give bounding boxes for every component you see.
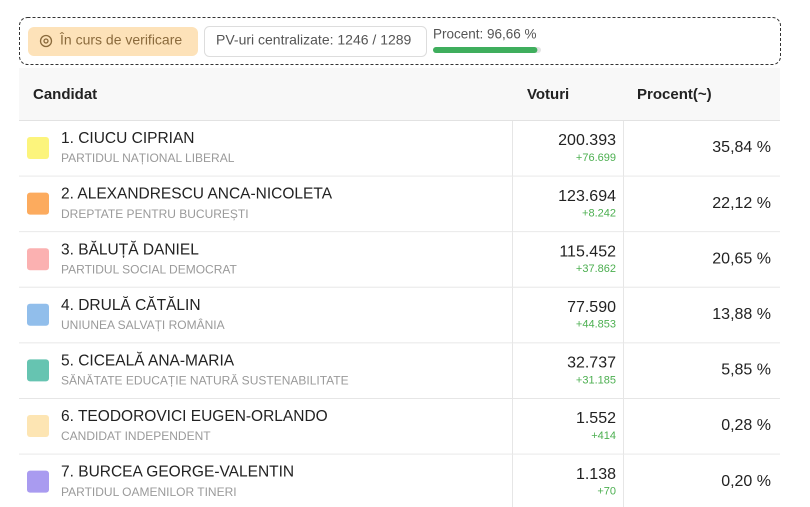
party-name: UNIUNEA SALVAȚI ROMÂNIA (61, 317, 225, 332)
header-cell: Voturi (527, 86, 569, 103)
table-row (19, 454, 780, 507)
table-row (19, 343, 780, 399)
color-swatch (27, 470, 49, 493)
color-swatch (27, 137, 49, 159)
party-name: PARTIDUL SOCIAL DEMOCRAT (61, 262, 237, 276)
percent: 13,88 % (712, 306, 771, 323)
candidate-name: 7. BURCEA GEORGE-VALENTIN (61, 464, 294, 481)
party-name: SĂNĂTATE EDUCAȚIE NATURĂ SUSTENABILITATE (61, 373, 349, 388)
percent: 22,12 % (712, 195, 771, 212)
candidate-name: 5. CICEALĂ ANA-MARIA (61, 352, 235, 369)
pv-text: PV-uri centralizate: 1246 / 1289 (216, 32, 412, 48)
status-box (19, 17, 781, 65)
percent: 20,65 % (712, 250, 771, 267)
color-swatch (27, 359, 49, 382)
header-cell: Procent(~) (637, 86, 712, 103)
votes-delta: +31.185 (576, 374, 616, 386)
table-row (19, 176, 780, 233)
party-name: DREPTATE PENTRU BUCUREȘTI (61, 207, 249, 221)
percent: 5,85 % (721, 362, 771, 379)
votes: 1.552 (576, 410, 616, 427)
votes: 123.694 (558, 188, 616, 205)
votes: 115.452 (559, 243, 616, 260)
procent-text: Procent: 96,66 % (433, 27, 537, 42)
candidate-name: 1. CIUCU CIPRIAN (61, 130, 195, 147)
table-body: 1. CIUCU CIPRIAN PARTIDUL NAȚIONAL LIBERA… (19, 121, 780, 507)
table-row (19, 232, 780, 288)
status-badge-text: În curs de verificare (59, 32, 182, 48)
color-swatch (27, 303, 49, 326)
votes-delta: +8.242 (582, 208, 616, 220)
percent: 0,20 % (721, 473, 771, 490)
votes-delta: +414 (591, 430, 616, 442)
percent: 35,84 % (712, 139, 771, 156)
gear-icon (39, 34, 53, 48)
votes: 77.590 (567, 299, 616, 316)
color-swatch (27, 415, 49, 437)
header-cell: Candidat (33, 86, 97, 103)
table-row (19, 287, 780, 344)
color-swatch (27, 192, 49, 215)
votes-delta: +37.862 (576, 263, 616, 275)
party-name: CANDIDAT INDEPENDENT (61, 429, 211, 443)
votes: 200.393 (558, 132, 616, 149)
party-name: PARTIDUL NAȚIONAL LIBERAL (61, 151, 235, 165)
table-header (19, 68, 780, 120)
percent: 0,28 % (721, 417, 771, 434)
table-row (19, 399, 780, 455)
progress-bar (433, 47, 538, 53)
votes-delta: +70 (597, 486, 616, 498)
votes-delta: +76.699 (576, 152, 616, 164)
table-row (19, 121, 780, 177)
votes: 1.138 (576, 466, 616, 483)
votes-delta: +44.853 (576, 319, 616, 331)
votes: 32.737 (567, 355, 616, 372)
pv-box (204, 26, 427, 57)
color-swatch (27, 248, 49, 271)
status-badge (28, 27, 198, 56)
party-name: PARTIDUL OAMENILOR TINERI (61, 485, 237, 499)
candidate-name: 4. DRULĂ CĂTĂLIN (61, 297, 201, 314)
candidate-name: 6. TEODOROVICI EUGEN-ORLANDO (61, 408, 328, 425)
candidate-name: 3. BĂLUȚĂ DANIEL (61, 241, 199, 258)
candidate-name: 2. ALEXANDRESCU ANCA-NICOLETA (61, 186, 333, 203)
